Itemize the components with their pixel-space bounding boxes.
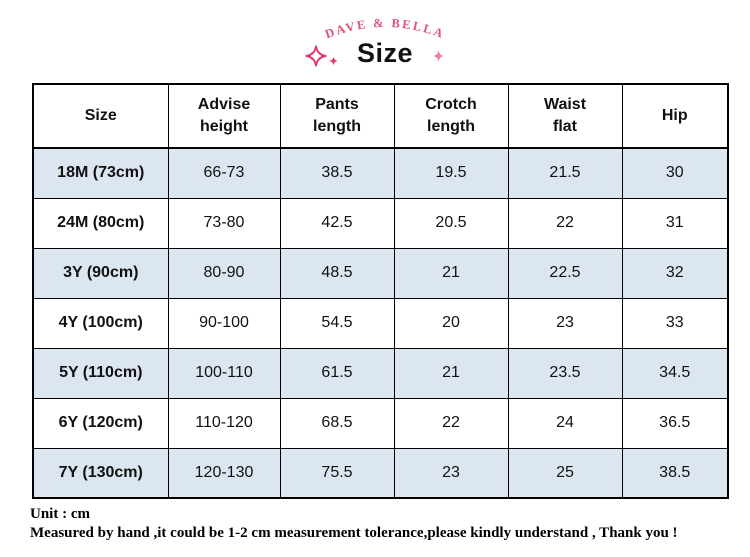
cell-waist-flat: 23.5 — [507, 347, 623, 399]
cell-size: 6Y (120cm) — [32, 397, 169, 449]
cell-advise-height: 73-80 — [167, 197, 281, 249]
table-row: 7Y (130cm) 120-130 75.5 23 25 38.5 — [32, 447, 729, 499]
col-header-waist-flat: Waist flat — [507, 83, 623, 149]
size-table: Size Advise height Pants length Crotch l… — [32, 83, 729, 499]
cell-pants-length: 75.5 — [279, 447, 395, 499]
table-row: 24M (80cm) 73-80 42.5 20.5 22 31 — [32, 197, 729, 249]
col-header-hip: Hip — [621, 83, 729, 149]
cell-hip: 30 — [621, 147, 729, 199]
cell-pants-length: 42.5 — [279, 197, 395, 249]
cell-advise-height: 66-73 — [167, 147, 281, 199]
sparkle-star-filled-icon — [433, 50, 444, 62]
table-row: 3Y (90cm) 80-90 48.5 21 22.5 32 — [32, 247, 729, 299]
page-title: Size — [356, 38, 414, 68]
col-header-size: Size — [32, 83, 169, 149]
cell-size: 7Y (130cm) — [32, 447, 169, 499]
col-header-advise-height: Advise height — [167, 83, 281, 149]
table-row: 5Y (110cm) 100-110 61.5 21 23.5 34.5 — [32, 347, 729, 399]
cell-pants-length: 38.5 — [279, 147, 395, 199]
cell-size: 3Y (90cm) — [32, 247, 169, 299]
cell-hip: 33 — [621, 297, 729, 349]
cell-advise-height: 80-90 — [167, 247, 281, 299]
cell-pants-length: 68.5 — [279, 397, 395, 449]
cell-waist-flat: 21.5 — [507, 147, 623, 199]
footer-notes: Unit : cm Measured by hand ,it could be … — [30, 505, 740, 543]
size-table-body: 18M (73cm) 66-73 38.5 19.5 21.5 30 24M (… — [32, 147, 729, 499]
cell-crotch-length: 23 — [393, 447, 509, 499]
cell-waist-flat: 25 — [507, 447, 623, 499]
cell-advise-height: 90-100 — [167, 297, 281, 349]
cell-crotch-length: 19.5 — [393, 147, 509, 199]
cell-crotch-length: 22 — [393, 397, 509, 449]
cell-size: 18M (73cm) — [32, 147, 169, 199]
cell-hip: 36.5 — [621, 397, 729, 449]
cell-crotch-length: 20 — [393, 297, 509, 349]
cell-hip: 31 — [621, 197, 729, 249]
cell-advise-height: 100-110 — [167, 347, 281, 399]
cell-size: 5Y (110cm) — [32, 347, 169, 399]
header-row: Size Advise height Pants length Crotch l… — [32, 83, 729, 149]
cell-waist-flat: 24 — [507, 397, 623, 449]
sparkle-star-filled-icon — [329, 56, 338, 66]
table-row: 6Y (120cm) 110-120 68.5 22 24 36.5 — [32, 397, 729, 449]
cell-pants-length: 54.5 — [279, 297, 395, 349]
cell-crotch-length: 20.5 — [393, 197, 509, 249]
col-header-pants-length: Pants length — [279, 83, 395, 149]
cell-waist-flat: 22.5 — [507, 247, 623, 299]
cell-hip: 34.5 — [621, 347, 729, 399]
table-row: 4Y (100cm) 90-100 54.5 20 23 33 — [32, 297, 729, 349]
size-table-header: Size Advise height Pants length Crotch l… — [32, 83, 729, 149]
cell-size: 24M (80cm) — [32, 197, 169, 249]
header: DAVE & BELLA Size — [0, 0, 750, 83]
cell-advise-height: 120-130 — [167, 447, 281, 499]
cell-crotch-length: 21 — [393, 247, 509, 299]
cell-hip: 32 — [621, 247, 729, 299]
col-header-crotch-length: Crotch length — [393, 83, 509, 149]
cell-size: 4Y (100cm) — [32, 297, 169, 349]
unit-note: Unit : cm — [30, 506, 90, 522]
table-row: 18M (73cm) 66-73 38.5 19.5 21.5 30 — [32, 147, 729, 199]
cell-hip: 38.5 — [621, 447, 729, 499]
cell-pants-length: 61.5 — [279, 347, 395, 399]
cell-advise-height: 110-120 — [167, 397, 281, 449]
tolerance-note: Measured by hand ,it could be 1-2 cm mea… — [30, 525, 678, 541]
brand-arched-text: DAVE & BELLA — [323, 16, 445, 41]
cell-crotch-length: 21 — [393, 347, 509, 399]
cell-waist-flat: 22 — [507, 197, 623, 249]
sparkle-star-outline-icon — [305, 45, 327, 67]
cell-pants-length: 48.5 — [279, 247, 395, 299]
cell-waist-flat: 23 — [507, 297, 623, 349]
